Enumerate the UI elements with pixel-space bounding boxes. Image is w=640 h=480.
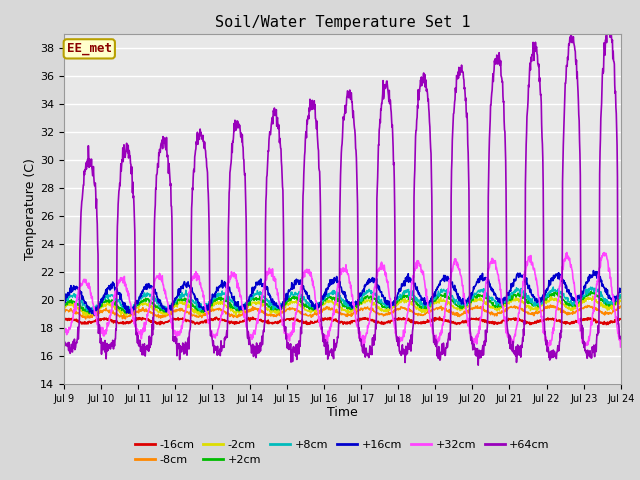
-2cm [502, 300, 509, 305]
+8cm [502, 296, 509, 301]
-2cm [171, 304, 179, 310]
+64cm [60, 337, 68, 343]
+8cm [429, 297, 437, 303]
+2cm [551, 291, 559, 297]
+16cm [246, 292, 254, 298]
+64cm [246, 340, 254, 346]
Line: -16cm: -16cm [64, 317, 621, 324]
+16cm [60, 300, 68, 305]
Y-axis label: Temperature (C): Temperature (C) [24, 158, 37, 260]
+8cm [87, 310, 95, 315]
+16cm [551, 275, 559, 280]
+2cm [246, 298, 254, 304]
-8cm [246, 307, 254, 313]
+8cm [184, 294, 192, 300]
-16cm [156, 322, 164, 327]
+2cm [429, 299, 437, 304]
+16cm [502, 296, 509, 301]
+8cm [60, 300, 68, 305]
+8cm [617, 292, 625, 298]
+32cm [502, 318, 509, 324]
+2cm [184, 299, 192, 304]
Line: +32cm: +32cm [64, 252, 621, 347]
Line: -8cm: -8cm [64, 305, 621, 319]
+2cm [502, 299, 509, 305]
-8cm [547, 302, 554, 308]
X-axis label: Time: Time [327, 407, 358, 420]
+64cm [617, 336, 625, 342]
Line: +16cm: +16cm [64, 271, 621, 315]
+16cm [171, 297, 179, 303]
-16cm [429, 317, 437, 323]
Text: EE_met: EE_met [67, 42, 112, 55]
+64cm [170, 339, 178, 345]
+16cm [617, 289, 625, 295]
+32cm [550, 320, 558, 326]
-16cm [184, 317, 192, 323]
+8cm [549, 284, 557, 290]
+64cm [429, 314, 436, 320]
+8cm [551, 287, 559, 292]
+2cm [60, 303, 68, 309]
Line: +2cm: +2cm [64, 291, 621, 313]
+16cm [184, 279, 192, 285]
-8cm [184, 310, 192, 315]
+32cm [246, 333, 254, 338]
+64cm [551, 349, 559, 355]
+64cm [502, 157, 509, 163]
+2cm [617, 294, 625, 300]
+32cm [60, 330, 68, 336]
-16cm [551, 316, 559, 322]
+2cm [171, 301, 179, 307]
+32cm [617, 344, 625, 350]
-8cm [60, 309, 68, 314]
-8cm [429, 307, 437, 312]
+64cm [474, 362, 482, 368]
-8cm [171, 309, 179, 315]
Title: Soil/Water Temperature Set 1: Soil/Water Temperature Set 1 [214, 15, 470, 30]
-16cm [171, 317, 179, 323]
Line: +8cm: +8cm [64, 287, 621, 312]
-8cm [551, 304, 559, 310]
+16cm [589, 268, 597, 274]
+64cm [184, 344, 191, 349]
+32cm [563, 250, 571, 255]
+2cm [591, 288, 598, 294]
-16cm [246, 315, 254, 321]
-16cm [436, 314, 444, 320]
-2cm [82, 313, 90, 319]
+32cm [170, 329, 178, 335]
-2cm [551, 296, 559, 302]
-2cm [589, 293, 596, 299]
-16cm [502, 317, 510, 323]
+64cm [605, 21, 612, 26]
-16cm [617, 316, 625, 322]
-2cm [617, 299, 625, 304]
-2cm [184, 304, 192, 310]
+2cm [86, 311, 93, 316]
-8cm [502, 306, 509, 312]
Line: -2cm: -2cm [64, 296, 621, 316]
+16cm [91, 312, 99, 318]
-8cm [82, 316, 90, 322]
-2cm [246, 302, 254, 308]
Legend: -16cm, -8cm, -2cm, +2cm, +8cm, +16cm, +32cm, +64cm: -16cm, -8cm, -2cm, +2cm, +8cm, +16cm, +3… [131, 435, 554, 469]
+8cm [171, 298, 179, 303]
-16cm [60, 315, 68, 321]
+16cm [429, 295, 437, 300]
Line: +64cm: +64cm [64, 24, 621, 365]
+8cm [246, 297, 254, 303]
+32cm [184, 296, 191, 301]
-8cm [617, 303, 625, 309]
-2cm [429, 300, 437, 306]
+32cm [429, 330, 436, 336]
-2cm [60, 305, 68, 311]
